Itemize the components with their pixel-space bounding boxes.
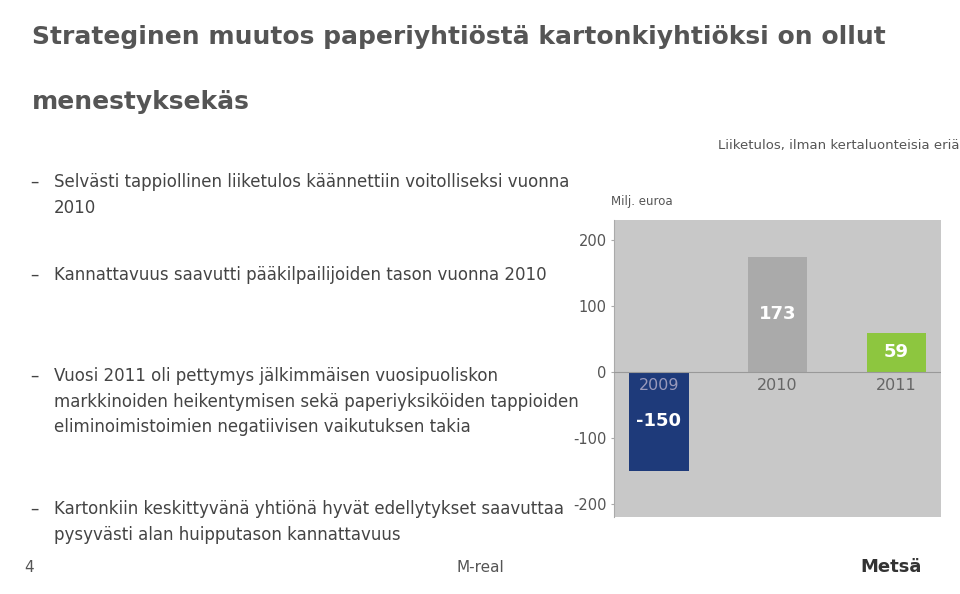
- Text: 59: 59: [884, 343, 909, 361]
- Text: -150: -150: [636, 412, 682, 430]
- Text: Milj. euroa: Milj. euroa: [612, 195, 673, 208]
- Bar: [867, 333, 926, 372]
- Text: Strateginen muutos paperiyhtiöstä kartonkiyhtiöksi on ollut: Strateginen muutos paperiyhtiöstä karton…: [32, 25, 885, 49]
- Bar: [748, 257, 807, 372]
- Text: –: –: [30, 173, 38, 191]
- Text: –: –: [30, 500, 38, 518]
- Text: Liiketulos, ilman kertaluonteisia eriä: Liiketulos, ilman kertaluonteisia eriä: [718, 140, 960, 152]
- Text: –: –: [30, 266, 38, 284]
- Text: Kartonkiin keskittyvänä yhtiönä hyvät edellytykset saavuttaa
pysyvästi alan huip: Kartonkiin keskittyvänä yhtiönä hyvät ed…: [54, 500, 564, 544]
- Text: Kannattavuus saavutti pääkilpailijoiden tason vuonna 2010: Kannattavuus saavutti pääkilpailijoiden …: [54, 266, 546, 284]
- Text: 2009: 2009: [638, 378, 679, 393]
- Text: 2011: 2011: [876, 378, 917, 393]
- Text: Selvästi tappiollinen liiketulos käännettiin voitolliseksi vuonna
2010: Selvästi tappiollinen liiketulos käännet…: [54, 173, 569, 217]
- Text: menestyksekäs: menestyksekäs: [32, 90, 250, 114]
- Text: 4: 4: [24, 560, 34, 575]
- Text: –: –: [30, 367, 38, 385]
- Text: M-real: M-real: [456, 560, 504, 575]
- Text: 2010: 2010: [757, 378, 798, 393]
- Text: 173: 173: [758, 305, 797, 324]
- Text: Vuosi 2011 oli pettymys jälkimmäisen vuosipuoliskon
markkinoiden heikentymisen s: Vuosi 2011 oli pettymys jälkimmäisen vuo…: [54, 367, 578, 436]
- Bar: [629, 372, 688, 470]
- Text: Metsä: Metsä: [860, 558, 922, 576]
